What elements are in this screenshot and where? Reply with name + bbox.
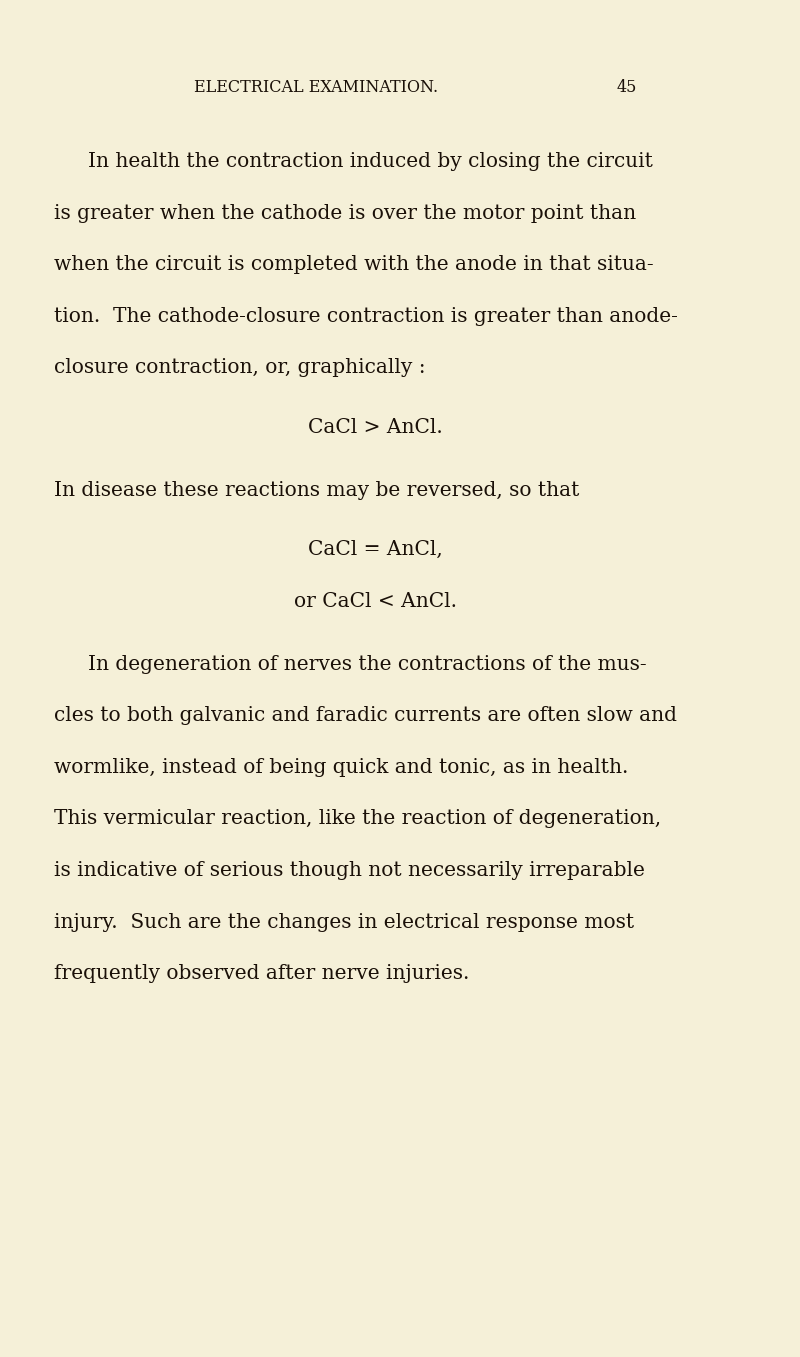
Text: cles to both galvanic and faradic currents are often slow and: cles to both galvanic and faradic curren… — [54, 707, 677, 726]
Text: is greater when the cathode is over the motor point than: is greater when the cathode is over the … — [54, 204, 636, 223]
Text: wormlike, instead of being quick and tonic, as in health.: wormlike, instead of being quick and ton… — [54, 759, 629, 778]
Text: tion.  The cathode-closure contraction is greater than anode-: tion. The cathode-closure contraction is… — [54, 307, 678, 326]
Text: closure contraction, or, graphically :: closure contraction, or, graphically : — [54, 358, 426, 377]
Text: CaCl = AnCl,: CaCl = AnCl, — [308, 540, 443, 559]
Text: or CaCl < AnCl.: or CaCl < AnCl. — [294, 592, 458, 611]
Text: is indicative of serious though not necessarily irreparable: is indicative of serious though not nece… — [54, 862, 645, 881]
Text: In degeneration of nerves the contractions of the mus-: In degeneration of nerves the contractio… — [88, 655, 646, 674]
Text: CaCl > AnCl.: CaCl > AnCl. — [308, 418, 443, 437]
Text: This vermicular reaction, like the reaction of degeneration,: This vermicular reaction, like the react… — [54, 810, 662, 829]
Text: In health the contraction induced by closing the circuit: In health the contraction induced by clo… — [88, 152, 653, 171]
Text: In disease these reactions may be reversed, so that: In disease these reactions may be revers… — [54, 480, 579, 499]
Text: when the circuit is completed with the anode in that situa-: when the circuit is completed with the a… — [54, 255, 654, 274]
Text: 45: 45 — [616, 79, 637, 96]
Text: injury.  Such are the changes in electrical response most: injury. Such are the changes in electric… — [54, 913, 634, 932]
Text: frequently observed after nerve injuries.: frequently observed after nerve injuries… — [54, 965, 470, 984]
Text: ELECTRICAL EXAMINATION.: ELECTRICAL EXAMINATION. — [194, 79, 438, 96]
